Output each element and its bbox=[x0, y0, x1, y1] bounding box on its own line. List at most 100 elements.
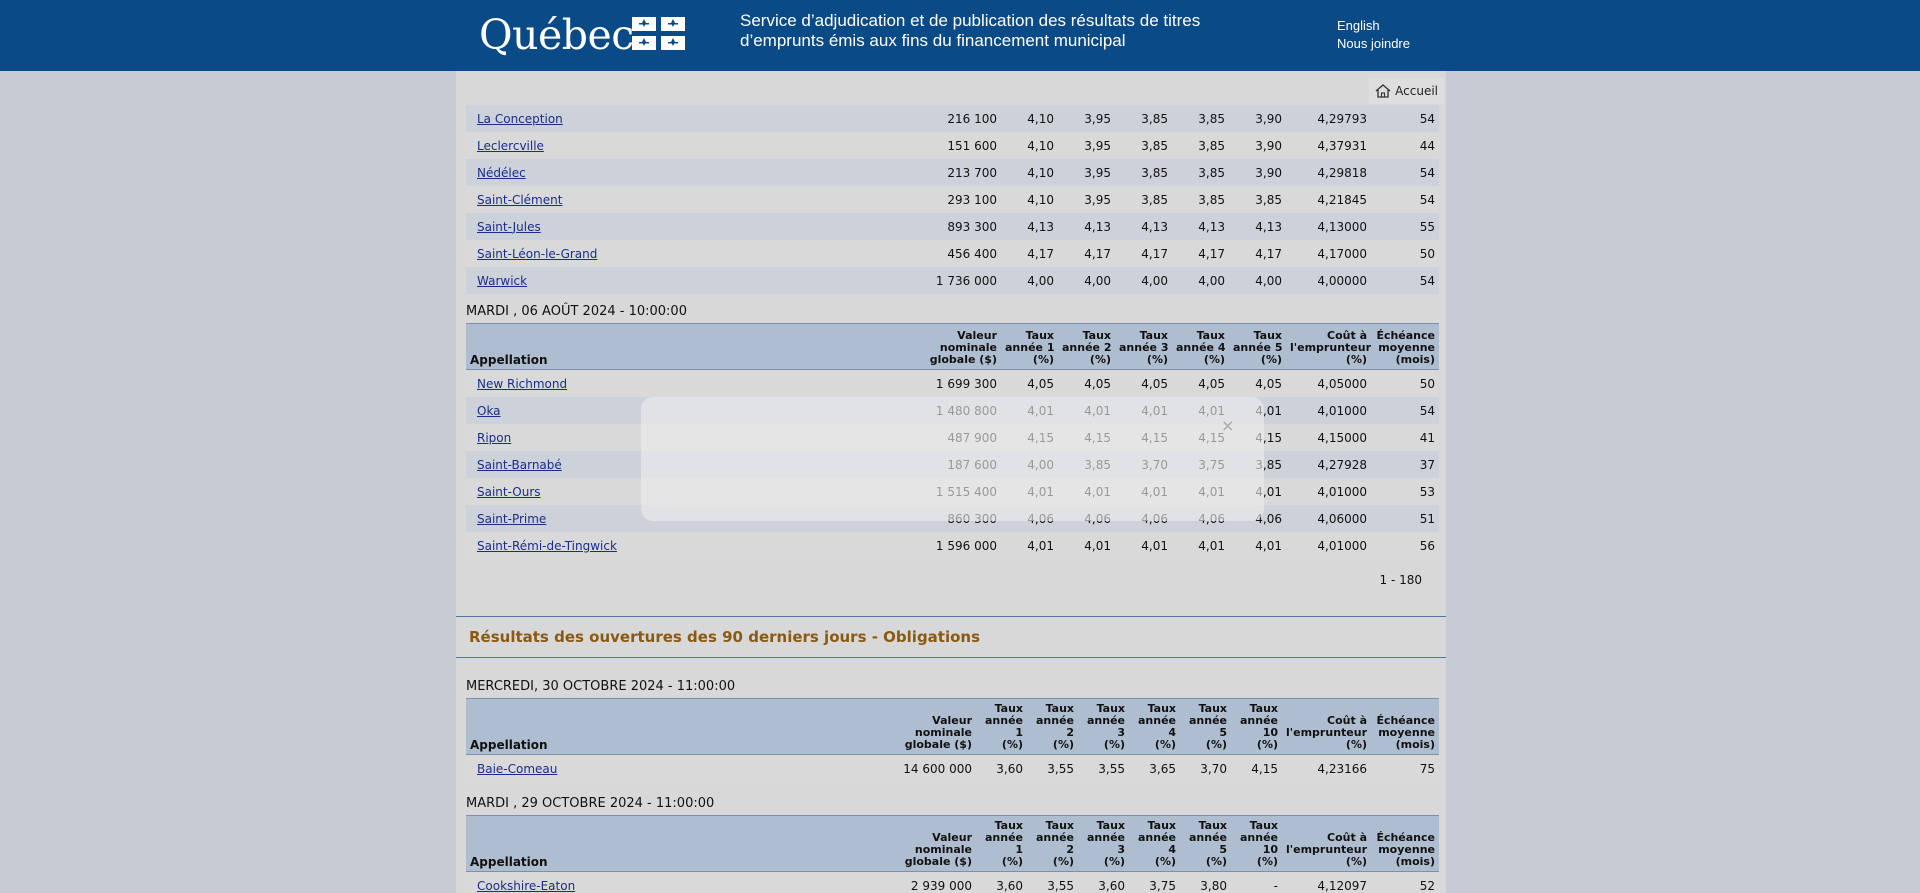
municipality-link[interactable]: Cookshire-Eaton bbox=[477, 878, 576, 893]
column-header-line: (%) bbox=[1146, 353, 1168, 366]
municipality-cell: Saint-Jules bbox=[466, 213, 916, 240]
municipality-link[interactable]: Saint-Ours bbox=[477, 484, 541, 499]
municipality-link[interactable]: Warwick bbox=[477, 273, 528, 288]
value-cell: 55 bbox=[1371, 213, 1439, 240]
value-cell: 3,70 bbox=[1180, 754, 1231, 782]
value-cell: 4,00 bbox=[1229, 267, 1286, 294]
municipality-link[interactable]: Nédélec bbox=[477, 165, 526, 180]
column-header-line: 3 bbox=[1117, 726, 1125, 739]
column-header-line: (%) bbox=[1103, 855, 1125, 868]
municipality-link[interactable]: Saint-Rémi-de-Tingwick bbox=[477, 538, 617, 553]
column-header-line: (%) bbox=[1260, 353, 1282, 366]
municipality-link[interactable]: Leclercville bbox=[477, 138, 544, 153]
home-link[interactable]: Accueil bbox=[1369, 78, 1444, 104]
value-cell: 4,23166 bbox=[1282, 754, 1371, 782]
municipality-link[interactable]: Ripon bbox=[477, 430, 512, 445]
column-header-line: Échéance bbox=[1376, 831, 1435, 844]
municipality-link[interactable]: Saint-Barnabé bbox=[477, 457, 562, 472]
value-cell: 1 596 000 bbox=[916, 532, 1001, 559]
column-header-line: Taux bbox=[1253, 329, 1282, 342]
value-cell: 4,10 bbox=[1001, 186, 1058, 213]
column-header-line: année bbox=[1239, 714, 1278, 727]
municipality-link[interactable]: Saint-Prime bbox=[477, 511, 547, 526]
value-cell: 4,13 bbox=[1115, 213, 1172, 240]
column-header: Taux année 1 (%) bbox=[976, 698, 1027, 755]
column-header-line: nominale bbox=[914, 843, 972, 856]
column-header: Taux année 3 (%) bbox=[1078, 698, 1129, 755]
value-cell: 3,90 bbox=[1229, 105, 1286, 132]
column-header-line: Taux bbox=[1198, 702, 1227, 715]
value-cell: 4,01 bbox=[1001, 532, 1058, 559]
value-cell: 213 700 bbox=[916, 159, 1001, 186]
value-cell: 3,85 bbox=[1172, 186, 1229, 213]
column-header-line: année 4 bbox=[1176, 341, 1226, 354]
column-header-line: (mois) bbox=[1395, 353, 1435, 366]
value-cell: 456 400 bbox=[916, 240, 1001, 267]
value-cell: 54 bbox=[1371, 186, 1439, 213]
column-header: Taux année 10 (%) bbox=[1231, 698, 1282, 755]
column-header-line: (%) bbox=[1001, 855, 1023, 868]
column-header: Appellation bbox=[466, 698, 886, 755]
column-header-line: moyenne bbox=[1378, 843, 1435, 856]
value-cell: 3,85 bbox=[1172, 105, 1229, 132]
value-cell: 1 736 000 bbox=[916, 267, 1001, 294]
column-header: Coût à l'emprunteur (%) bbox=[1286, 323, 1371, 370]
auction-date: MERCREDI, 30 OCTOBRE 2024 - 11:00:00 bbox=[466, 679, 736, 694]
value-cell: 4,05 bbox=[1172, 369, 1229, 397]
value-cell: 54 bbox=[1371, 105, 1439, 132]
value-cell: 3,85 bbox=[1115, 159, 1172, 186]
column-header-line: (%) bbox=[1052, 855, 1074, 868]
value-cell: 4,27928 bbox=[1286, 451, 1371, 478]
column-header-line: 10 bbox=[1262, 843, 1278, 856]
value-cell: 3,55 bbox=[1027, 871, 1078, 893]
municipality-link[interactable]: La Conception bbox=[477, 111, 563, 126]
municipality-link[interactable]: Oka bbox=[477, 403, 501, 418]
value-cell: 4,29793 bbox=[1286, 105, 1371, 132]
column-header: Échéance moyenne (mois) bbox=[1371, 815, 1439, 872]
column-header: Taux année 4 (%) bbox=[1172, 323, 1229, 370]
column-header-line: Taux bbox=[994, 819, 1023, 832]
municipality-cell: La Conception bbox=[466, 105, 916, 132]
column-header: Taux année 5 (%) bbox=[1229, 323, 1286, 370]
value-cell: 4,17 bbox=[1172, 240, 1229, 267]
column-header-line: Valeur bbox=[932, 714, 972, 727]
column-header-line: Taux bbox=[1082, 329, 1111, 342]
column-header: Valeur nominale globale ($) bbox=[916, 323, 1001, 370]
value-cell: 4,21845 bbox=[1286, 186, 1371, 213]
column-header-line: 3 bbox=[1117, 843, 1125, 856]
contact-link[interactable]: Nous joindre bbox=[1337, 36, 1410, 51]
value-cell: 4,15 bbox=[1231, 754, 1282, 782]
value-cell: 3,85 bbox=[1229, 186, 1286, 213]
close-icon[interactable]: × bbox=[1221, 416, 1235, 435]
column-header-line: Échéance bbox=[1376, 714, 1435, 727]
column-header: Taux année 1 (%) bbox=[976, 815, 1027, 872]
column-header-line: (mois) bbox=[1395, 855, 1435, 868]
column-header: Taux année 2 (%) bbox=[1027, 815, 1078, 872]
column-header-line: Appellation bbox=[470, 738, 548, 752]
column-header-line: 1 bbox=[1015, 726, 1023, 739]
municipality-link[interactable]: New Richmond bbox=[477, 376, 568, 391]
value-cell: 4,37931 bbox=[1286, 132, 1371, 159]
service-title-line-2: d’emprunts émis aux fins du financement … bbox=[740, 31, 1126, 50]
value-cell: - bbox=[1231, 871, 1282, 893]
column-header-line: Appellation bbox=[470, 353, 548, 367]
municipality-link[interactable]: Saint-Clément bbox=[477, 192, 563, 207]
municipality-link[interactable]: Saint-Jules bbox=[477, 219, 541, 234]
column-header: Taux année 4 (%) bbox=[1129, 698, 1180, 755]
column-header-line: Taux bbox=[1096, 702, 1125, 715]
english-link[interactable]: English bbox=[1337, 18, 1380, 33]
column-header-line: Échéance bbox=[1376, 329, 1435, 342]
municipality-link[interactable]: Baie-Comeau bbox=[477, 761, 558, 776]
table-row: Saint-Rémi-de-Tingwick 1 596 000 4,01 4,01 4… bbox=[466, 532, 1439, 559]
column-header-line: (%) bbox=[1032, 353, 1054, 366]
value-cell: 4,05 bbox=[1115, 369, 1172, 397]
value-cell: 4,00 bbox=[1058, 267, 1115, 294]
results-table-continued: La Conception 216 100 4,10 3,95 3,85 3,85 3,90… bbox=[466, 105, 1439, 294]
table-row: Leclercville 151 600 4,10 3,95 3,85 3,85 3,90 4… bbox=[466, 132, 1439, 159]
column-header-line: moyenne bbox=[1378, 726, 1435, 739]
column-header: Appellation bbox=[466, 323, 916, 370]
municipality-link[interactable]: Saint-Léon-le-Grand bbox=[477, 246, 598, 261]
header-links: English Nous joindre bbox=[1337, 17, 1410, 53]
column-header-line: (%) bbox=[1256, 738, 1278, 751]
column-header: Échéance moyenne (mois) bbox=[1371, 698, 1439, 755]
